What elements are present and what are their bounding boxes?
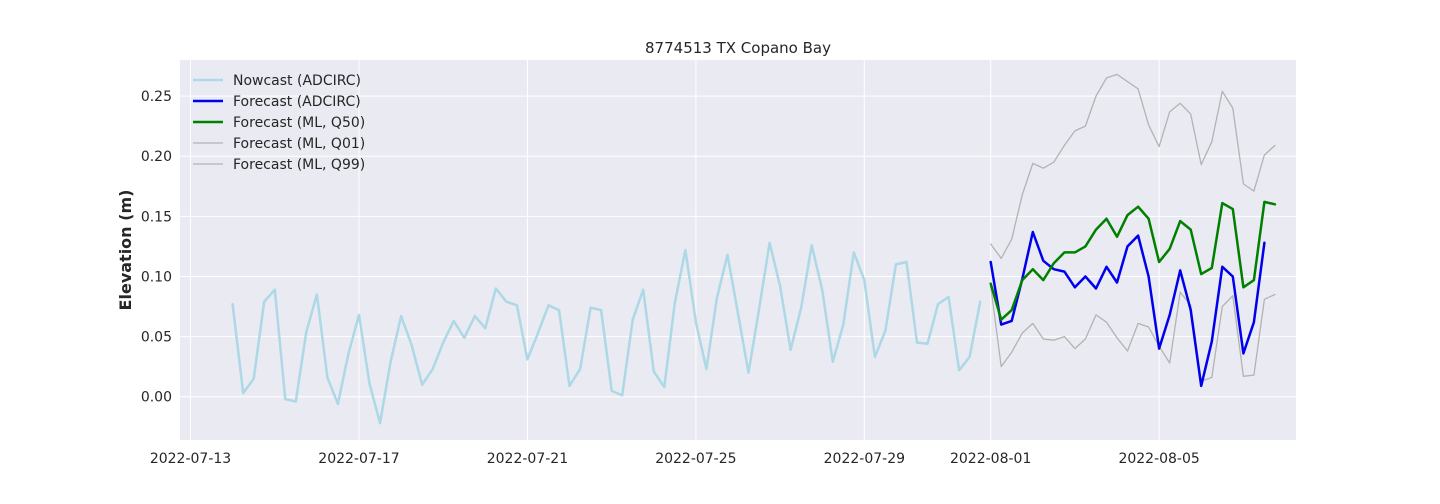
y-tick-label: 0.00 <box>141 390 172 406</box>
tick-labels: 0.00 0.05 0.10 0.15 0.20 0.25 2022-07-13 2022-0… <box>141 89 1200 467</box>
y-tick-label: 0.20 <box>141 149 172 165</box>
x-tick-label: 2022-07-21 <box>487 451 568 467</box>
x-tick-label: 2022-07-13 <box>150 451 231 467</box>
plot-area-background <box>180 60 1296 440</box>
x-tick-label: 2022-07-17 <box>318 451 399 467</box>
y-tick-label: 0.10 <box>141 269 172 285</box>
x-tick-label: 2022-08-01 <box>950 451 1031 467</box>
y-tick-label: 0.15 <box>141 209 172 225</box>
x-tick-label: 2022-07-25 <box>655 451 736 467</box>
legend-label: Forecast (ML, Q01) <box>233 136 365 152</box>
legend: Nowcast (ADCIRC) Forecast (ADCIRC) Forecas… <box>193 73 365 173</box>
legend-label: Nowcast (ADCIRC) <box>233 73 361 89</box>
series-line <box>989 200 1277 321</box>
grid-lines <box>180 60 1296 440</box>
series-line <box>231 241 982 425</box>
series-line <box>990 73 1276 260</box>
legend-label: Forecast (ML, Q50) <box>233 115 365 131</box>
x-tick-label: 2022-07-29 <box>824 451 905 467</box>
y-tick-label: 0.25 <box>141 89 172 105</box>
y-tick-label: 0.05 <box>141 330 172 346</box>
chart-title: 8774513 TX Copano Bay <box>645 39 831 57</box>
series-line <box>990 285 1276 382</box>
x-tick-label: 2022-08-05 <box>1118 451 1199 467</box>
series-lines <box>231 73 1277 425</box>
y-axis-label: Elevation (m) <box>116 190 135 311</box>
legend-label: Forecast (ADCIRC) <box>233 94 361 110</box>
legend-label: Forecast (ML, Q99) <box>233 157 365 173</box>
series-line <box>989 230 1266 388</box>
